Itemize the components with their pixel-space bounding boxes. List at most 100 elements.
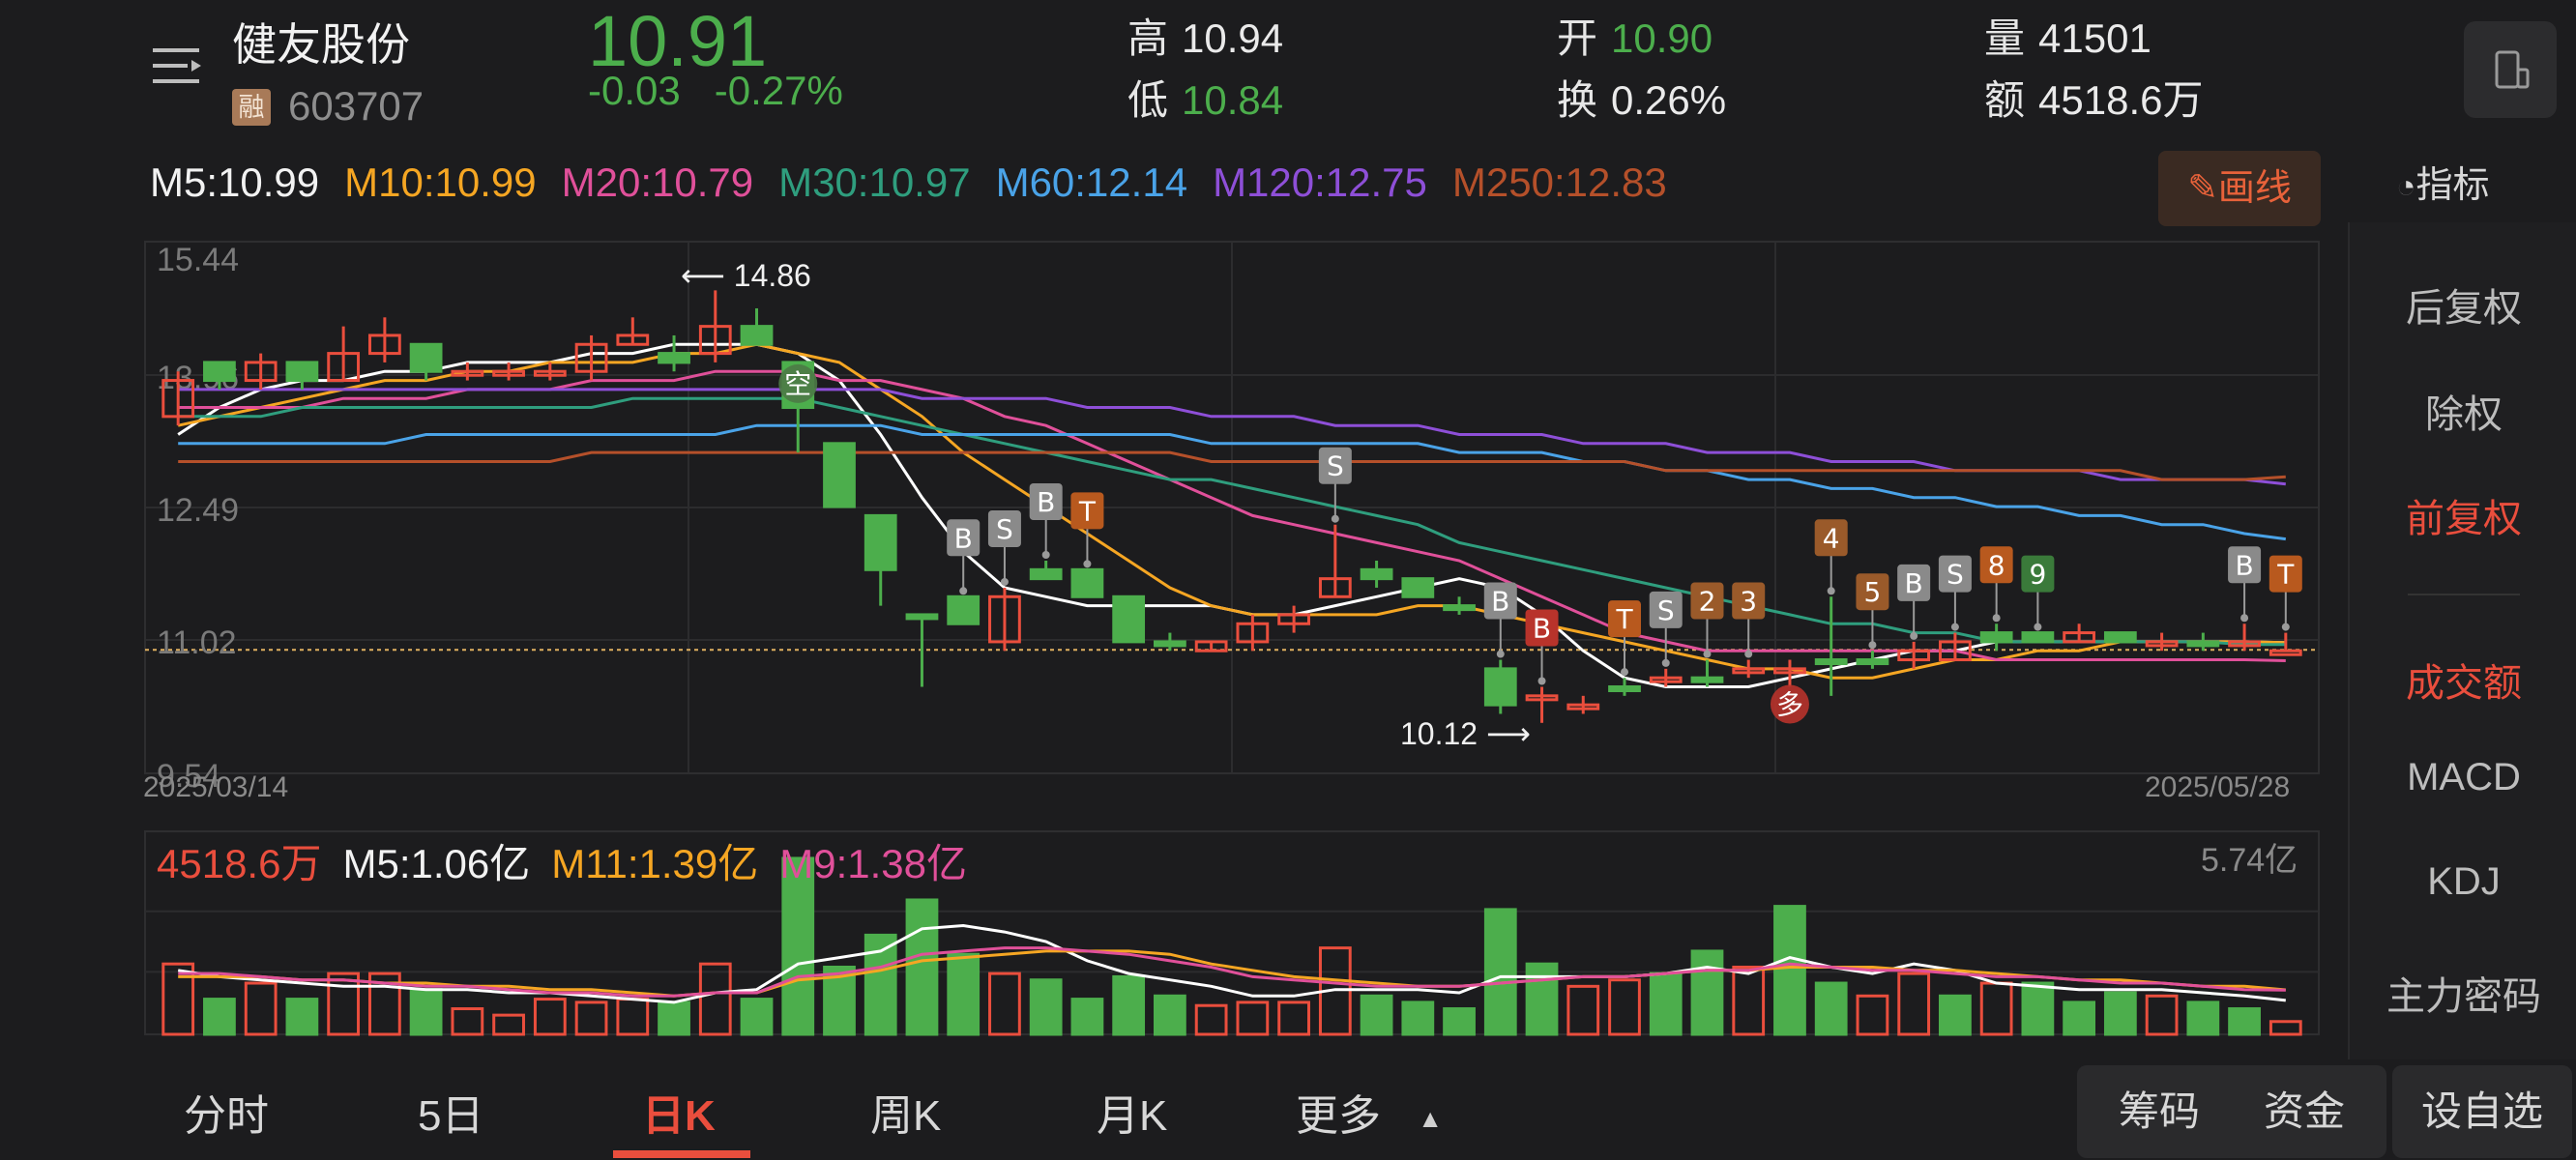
volume-bar (616, 998, 650, 1036)
volume-bar (658, 1000, 690, 1036)
candle-body (1236, 622, 1270, 644)
signal-label: T (1615, 603, 1633, 635)
signal-dot (1661, 658, 1670, 667)
signal-tag (1690, 582, 1724, 620)
signal-label: 4 (1823, 522, 1840, 554)
signal-dot (1827, 587, 1835, 595)
volume-bar (451, 1007, 484, 1036)
left-arrow-icon: ⟵ (681, 258, 725, 293)
tab-5day[interactable]: 5日 (418, 1092, 484, 1140)
candle-body (616, 334, 650, 346)
candle-body (864, 513, 897, 571)
signal-tag (1856, 573, 1889, 611)
start-date: 2025/03/14 (143, 771, 289, 803)
signal-label: 5 (1864, 576, 1882, 608)
ma5-label: M5:10.99 (150, 160, 320, 205)
volume-ma-line-m9 (178, 946, 2286, 998)
phone-rotate-icon (2495, 50, 2530, 89)
candle-body (367, 334, 401, 356)
candle-body (1690, 676, 1724, 683)
right-panel: 后复权 除权 前复权 成交额 MACD KDJ 主力密码 (2348, 222, 2576, 1059)
signal-dot (1744, 650, 1753, 658)
signal-label: 3 (1740, 586, 1757, 618)
signal-tag (987, 509, 1021, 547)
signal-dot (2281, 623, 2290, 631)
amount-quote: 额 4518.6万 (1984, 68, 2203, 127)
signal-dot (1868, 641, 1877, 650)
candle-body (905, 613, 939, 621)
draw-line-button[interactable]: ✎画线 (2158, 151, 2321, 226)
rp-item-turnover-amount[interactable]: 成交额 (2406, 662, 2522, 705)
open-label: 开 (1557, 15, 1598, 61)
chips-button[interactable]: 筹码 (2118, 1088, 2200, 1134)
tab-timeshare[interactable]: 分时 (184, 1092, 269, 1140)
signal-tag (2021, 555, 2055, 593)
indicator-label: 指标 (2415, 165, 2490, 206)
tab-more[interactable]: 更多 ▲ (1296, 1081, 1443, 1143)
candle-body (1773, 667, 1806, 675)
signal-circle (778, 363, 818, 403)
candle-body (2145, 640, 2179, 648)
volume-bar (1443, 1007, 1476, 1036)
indicator-button[interactable]: ◔指标 (2396, 155, 2490, 208)
rp-item-cq[interactable]: 除权 (2425, 393, 2503, 436)
rp-item-hfq[interactable]: 后复权 (2406, 287, 2522, 330)
ma250-label: M250:12.83 (1451, 160, 1667, 205)
candle-body (574, 342, 608, 373)
low-value: 10.84 (1182, 77, 1284, 123)
high-quote: 高 10.94 (1127, 6, 1283, 65)
menu-icon[interactable] (153, 44, 205, 89)
signal-label: S (996, 513, 1013, 545)
active-tab-indicator (613, 1150, 750, 1158)
volume-bar (1979, 981, 2013, 1036)
vol-current: 4518.6万 (157, 841, 322, 886)
rp-item-main-code[interactable]: 主力密码 (2386, 975, 2541, 1018)
signal-dot (1083, 560, 1092, 568)
candle-body (1154, 640, 1186, 648)
add-watchlist-button[interactable]: 设自选 (2392, 1065, 2572, 1158)
vol-m5: M5:1.06亿 (342, 841, 531, 886)
signal-tag (1814, 519, 1848, 557)
end-date: 2025/05/28 (2145, 771, 2291, 803)
turnover-value: 0.26% (1611, 77, 1727, 123)
volume-bar (1690, 949, 1724, 1036)
signal-tag (1732, 582, 1766, 620)
funds-button[interactable]: 资金 (2263, 1088, 2345, 1134)
signal-tag (947, 519, 981, 557)
volume-bar (1154, 994, 1186, 1036)
tab-weekly-k[interactable]: 周K (870, 1092, 942, 1140)
volume-legend: 4518.6万 M5:1.06亿 M11:1.39亿 M9:1.38亿 (157, 831, 988, 890)
vol-m11: M11:1.39亿 (551, 841, 759, 886)
candle-body (947, 594, 981, 625)
candle-body (1029, 567, 1063, 581)
signal-tag (1608, 600, 1642, 638)
amount-label: 额 (1984, 77, 2026, 123)
high-label: 高 (1127, 15, 1169, 61)
tab-monthly-k[interactable]: 月K (1097, 1092, 1168, 1140)
volume-label: 量 (1984, 15, 2026, 61)
price-tick-label: 9.54 (157, 758, 220, 795)
signal-tag (1070, 492, 1104, 530)
candle-body (1649, 676, 1683, 683)
signal-dot (2240, 614, 2249, 623)
vol-m9: M9:1.38亿 (779, 841, 967, 886)
ma30-label: M30:10.97 (778, 160, 971, 205)
volume-bar (781, 856, 815, 1036)
price-tick-label: 15.44 (157, 242, 239, 278)
current-price: 10.91 (588, 1, 768, 81)
amount-value: 4518.6万 (2038, 77, 2204, 123)
candle-body (2269, 649, 2302, 656)
candle-body (327, 352, 361, 383)
volume-bar (2186, 1000, 2220, 1036)
stock-code: 603707 (288, 83, 424, 129)
rp-item-kdj[interactable]: KDJ (2427, 860, 2501, 903)
landscape-toggle-button[interactable] (2464, 21, 2557, 118)
rp-item-qfq[interactable]: 前复权 (2406, 498, 2522, 540)
volume-bar (409, 988, 443, 1036)
volume-bar (1277, 1000, 1310, 1036)
tab-daily-k[interactable]: 日K (642, 1092, 716, 1140)
volume-bar (1483, 908, 1517, 1036)
rp-item-macd[interactable]: MACD (2407, 756, 2521, 798)
high-value: 10.94 (1182, 15, 1284, 61)
